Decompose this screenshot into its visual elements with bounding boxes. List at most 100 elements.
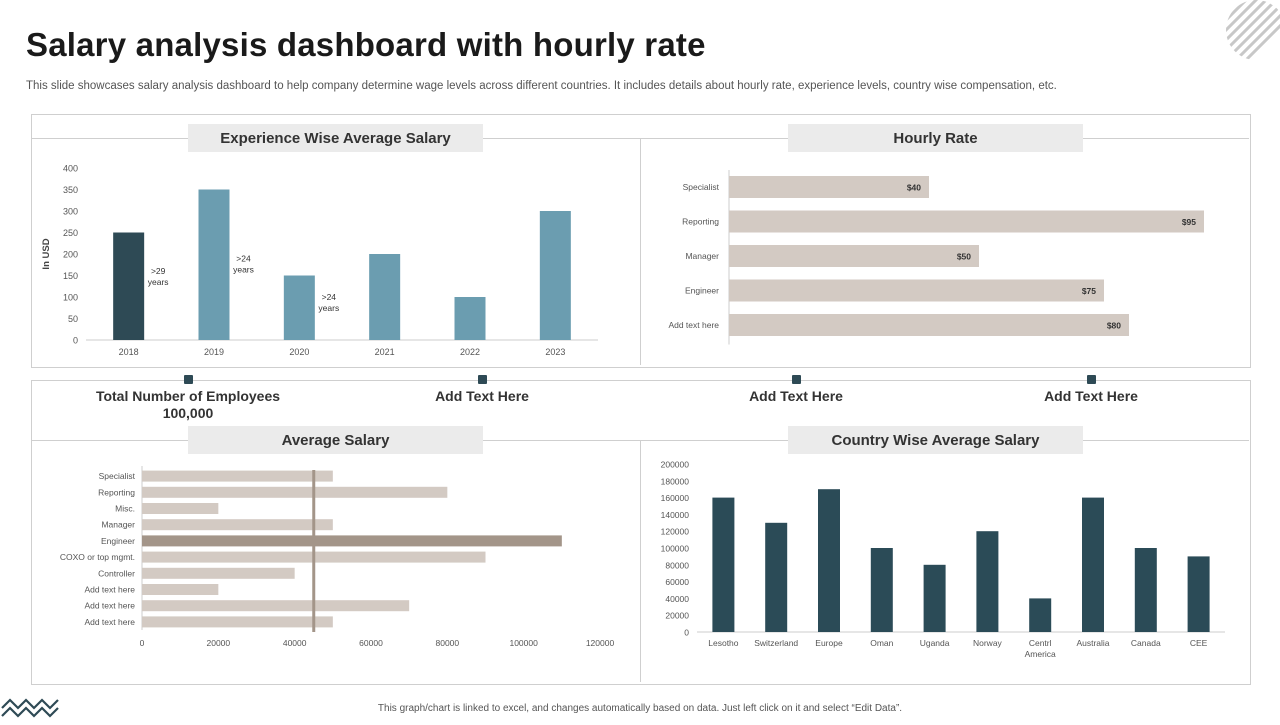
reference-line <box>312 470 316 632</box>
average-bar <box>142 486 448 498</box>
bar-annotation: years <box>318 303 339 313</box>
x-tick-label: 120000 <box>586 638 615 648</box>
x-tick-label: Uganda <box>920 638 950 648</box>
x-tick-label: 100000 <box>509 638 538 648</box>
x-tick-label: 60000 <box>359 638 383 648</box>
country-bar <box>1134 548 1157 632</box>
country-chart-title: Country Wise Average Salary <box>788 426 1083 454</box>
footer-note: This graph/chart is linked to excel, and… <box>377 703 903 714</box>
category-label: Manager <box>685 251 719 261</box>
x-tick-label: Oman <box>870 638 893 648</box>
x-tick-label: 40000 <box>283 638 307 648</box>
country-salary-chart: 0 20000 40000 60000 80000 100000 120000 140000 1… <box>661 460 1225 659</box>
x-tick-label: 2021 <box>375 347 395 357</box>
y-tick-label: 80000 <box>665 560 689 570</box>
hourly-rate-chart: Specialist $40 Reporting $95 Manager $50 Engin… <box>668 170 1204 345</box>
x-tick-label: CEE <box>1190 638 1208 648</box>
category-label: Specialist <box>683 182 720 192</box>
bar-2021 <box>369 254 401 340</box>
bar-2022 <box>454 297 486 340</box>
kpi-total-employees: Total Number of Employees 100,000 <box>68 388 308 421</box>
y-tick-label: 300 <box>63 207 78 217</box>
y-tick-label: 50 <box>68 314 78 324</box>
y-tick-label: 150 <box>63 271 78 281</box>
data-label: $40 <box>907 183 921 193</box>
bar-2019 <box>198 189 230 340</box>
x-tick-label: Australia <box>1076 638 1109 648</box>
bar-annotation: years <box>233 264 254 274</box>
kpi-label: Total Number of Employees <box>95 388 281 404</box>
category-label: Reporting <box>98 487 135 497</box>
x-tick-label: 2020 <box>289 347 309 357</box>
average-bar <box>142 600 410 612</box>
country-bar <box>818 489 840 632</box>
y-tick-label: 200000 <box>661 460 690 470</box>
kpi-add-text-3: Add Text Here <box>971 388 1211 404</box>
hourly-bar <box>729 176 929 198</box>
bar-annotation: >24 <box>322 292 337 302</box>
bar-annotation: years <box>148 277 169 287</box>
bar-2018 <box>113 232 145 340</box>
y-tick-label: 120000 <box>661 527 690 537</box>
data-label: $75 <box>1082 286 1096 296</box>
x-tick-label: 80000 <box>436 638 460 648</box>
average-bar <box>142 470 333 482</box>
category-label: Specialist <box>99 471 136 481</box>
y-tick-label: 20000 <box>665 611 689 621</box>
country-bar <box>1082 497 1104 632</box>
average-bar <box>142 567 295 579</box>
y-tick-label: 400 <box>63 164 78 174</box>
hourly-chart-title: Hourly Rate <box>788 124 1083 152</box>
x-tick-label: America <box>1025 649 1056 659</box>
x-tick-label: Europe <box>815 638 843 648</box>
x-tick-label: 2022 <box>460 347 480 357</box>
y-tick-label: 0 <box>684 628 689 638</box>
y-tick-label: 0 <box>73 336 78 346</box>
data-label: $50 <box>957 252 971 262</box>
kpi-label: Add Text Here <box>1044 388 1138 404</box>
bar-annotation: >29 <box>151 266 166 276</box>
category-label: COXO or top mgmt. <box>60 552 135 562</box>
category-label: Misc. <box>115 504 135 514</box>
y-tick-label: 100000 <box>661 544 690 554</box>
y-tick-label: 350 <box>63 185 78 195</box>
average-bar <box>142 584 219 595</box>
country-bar <box>1029 598 1052 632</box>
experience-chart: 0 50 100 150 200 250 300 350 400 In USD 2018 2019 2… <box>41 164 598 357</box>
average-salary-chart: 0 20000 40000 60000 80000 100000 120000 Specia… <box>60 466 615 648</box>
average-salary-chart-title: Average Salary <box>188 426 483 454</box>
category-label: Add text here <box>668 320 719 330</box>
x-tick-label: 0 <box>140 638 145 648</box>
x-tick-label: Lesotho <box>708 638 739 648</box>
kpi-add-text-2: Add Text Here <box>676 388 916 404</box>
category-label: Engineer <box>685 286 719 296</box>
category-label: Manager <box>101 520 135 530</box>
country-bar <box>712 497 735 632</box>
country-bar <box>765 522 788 632</box>
zigzag-logo-icon <box>0 696 60 725</box>
hourly-bar <box>729 279 1104 302</box>
category-label: Reporting <box>682 217 719 227</box>
data-label: $80 <box>1107 321 1121 331</box>
hourly-bar <box>729 245 979 267</box>
average-bar <box>142 535 562 547</box>
category-label: Add text here <box>84 585 135 595</box>
kpi-label: Add Text Here <box>435 388 529 404</box>
kpi-value: 100,000 <box>162 405 214 421</box>
hourly-bar <box>729 314 1129 336</box>
decorative-striped-circle-icon <box>1226 0 1280 60</box>
kpi-marker-2 <box>478 375 487 384</box>
y-tick-label: 60000 <box>665 577 689 587</box>
category-label: Controller <box>98 568 135 578</box>
bottom-panel-divider <box>640 441 641 682</box>
y-tick-label: 140000 <box>661 510 690 520</box>
page-title: Salary analysis dashboard with hourly ra… <box>26 26 706 63</box>
bottom-panel-header-line <box>32 440 1249 441</box>
data-label: $95 <box>1182 217 1196 227</box>
country-bar <box>976 531 999 632</box>
bar-2020 <box>283 275 315 340</box>
y-tick-label: 200 <box>63 250 78 260</box>
y-tick-label: 180000 <box>661 476 690 486</box>
country-bar <box>1187 556 1210 632</box>
x-tick-label: 2018 <box>119 347 139 357</box>
